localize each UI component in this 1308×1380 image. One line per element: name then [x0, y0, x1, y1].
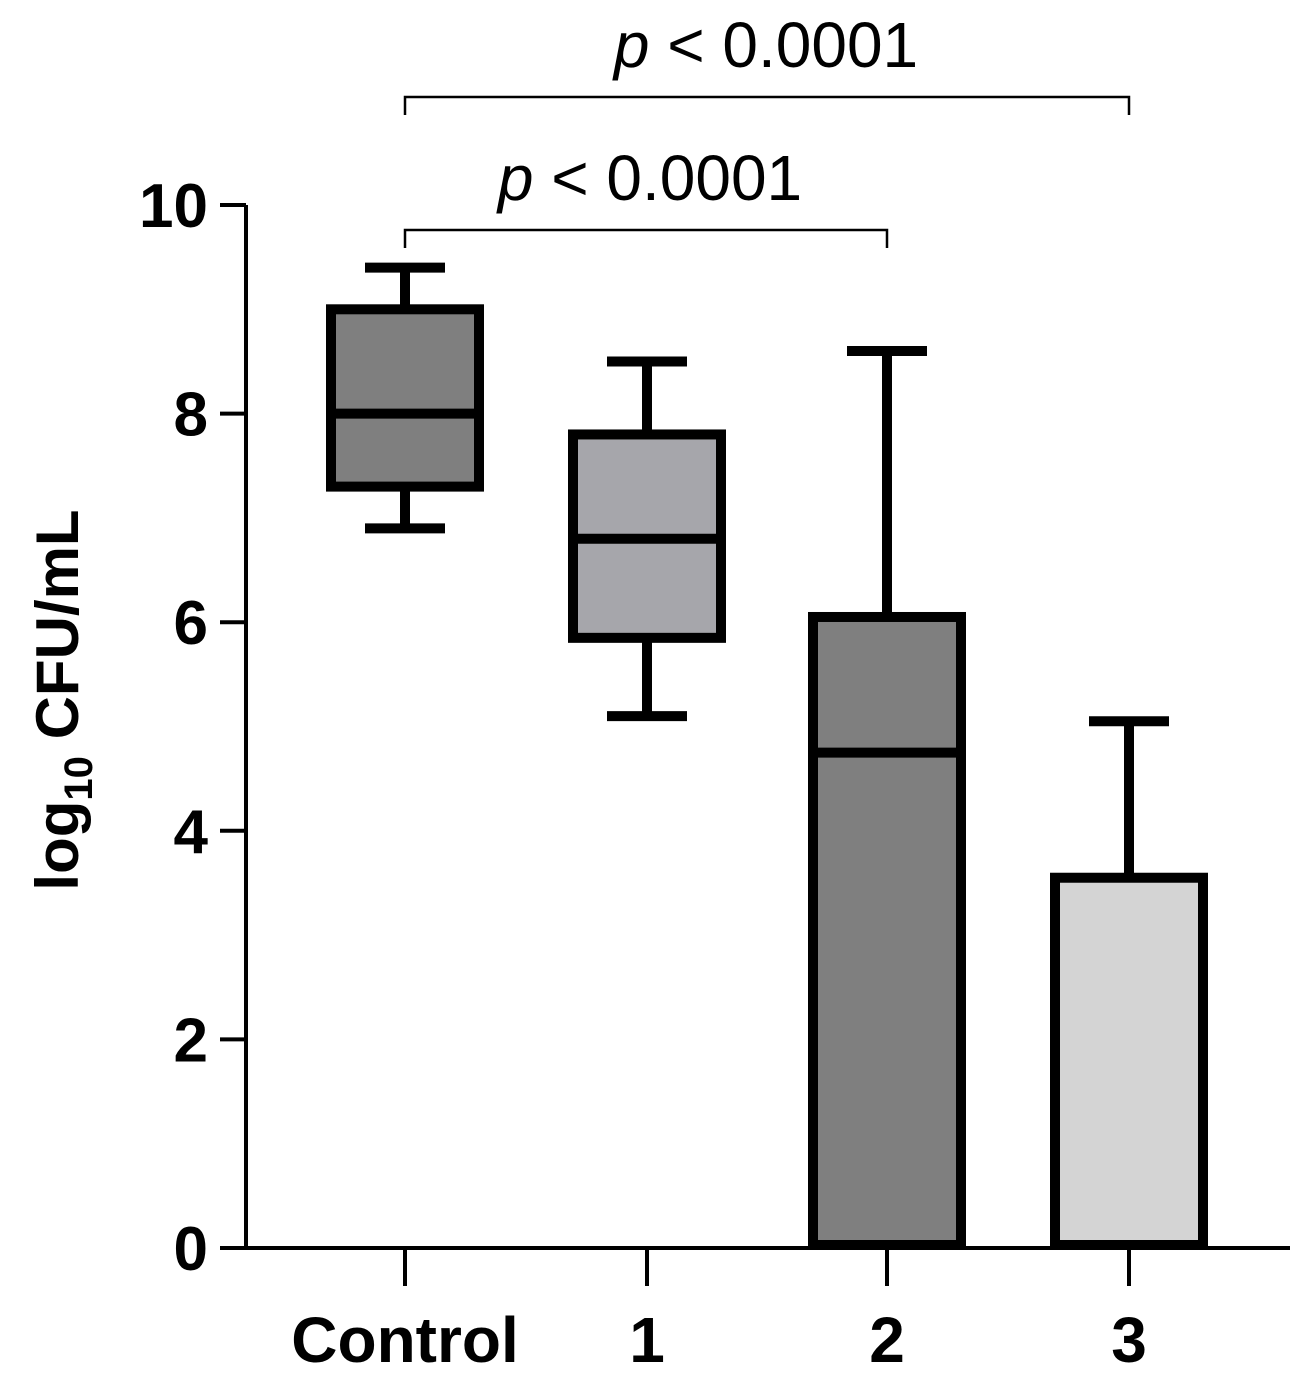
box-1: [568, 356, 726, 722]
y-tick-label: 10: [139, 172, 208, 241]
y-tick-label: 4: [174, 798, 209, 867]
y-tick-label: 8: [174, 381, 208, 450]
box-iqr: [1050, 872, 1208, 1250]
y-axis-label: log10 CFU/mL: [24, 509, 101, 890]
bracket-line: [403, 95, 1131, 115]
x-axis: Control 1 2 3: [244, 1246, 1290, 1376]
significance-bracket: p < 0.0001: [403, 9, 1131, 115]
p-value-label: p < 0.0001: [496, 142, 802, 214]
p-value-label: p < 0.0001: [612, 9, 918, 81]
box-control: [326, 262, 484, 534]
x-tick-label: 2: [869, 1304, 905, 1376]
significance-annotations: p < 0.0001 p < 0.0001: [403, 9, 1131, 248]
significance-bracket: p < 0.0001: [403, 142, 889, 248]
y-tick-label: 0: [174, 1215, 208, 1284]
y-tick-label: 6: [174, 589, 208, 658]
y-tick-label: 2: [174, 1006, 208, 1075]
x-tick-label: Control: [291, 1304, 519, 1376]
box-series: [326, 262, 1208, 1250]
box-2: [808, 346, 966, 1250]
x-tick-label: 3: [1111, 1304, 1147, 1376]
box-3: [1050, 716, 1208, 1250]
x-tick-label: 1: [629, 1304, 665, 1376]
box-iqr: [326, 304, 484, 492]
y-axis: 0 2 4 6 8 10: [139, 172, 248, 1284]
bracket-line: [403, 228, 889, 248]
box-iqr: [808, 611, 966, 1250]
